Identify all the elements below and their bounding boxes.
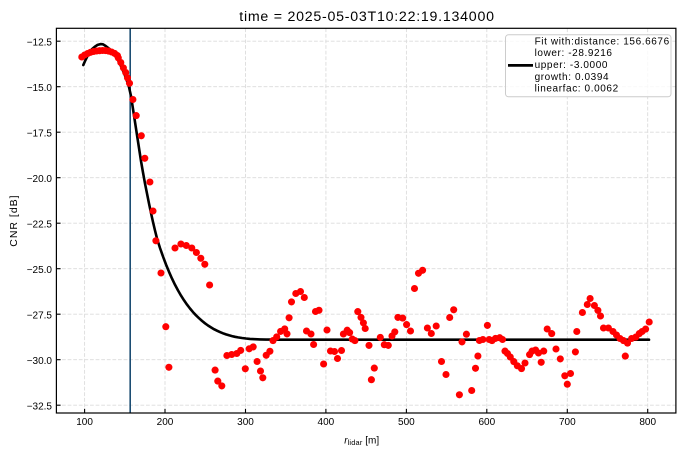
svg-text:linearfac: 0.0062: linearfac: 0.0062 bbox=[535, 84, 619, 95]
svg-text:rlidar [m]: rlidar [m] bbox=[344, 435, 379, 447]
svg-text:−22.5: −22.5 bbox=[27, 219, 53, 230]
svg-text:−32.5: −32.5 bbox=[27, 401, 53, 412]
svg-text:Fit with:distance: 156.6676: Fit with:distance: 156.6676 bbox=[535, 36, 670, 47]
svg-text:CNR [dB]: CNR [dB] bbox=[8, 194, 20, 246]
svg-text:300: 300 bbox=[237, 417, 254, 428]
svg-text:500: 500 bbox=[398, 417, 415, 428]
svg-text:−17.5: −17.5 bbox=[27, 128, 53, 139]
svg-text:−25.0: −25.0 bbox=[27, 265, 53, 276]
svg-text:200: 200 bbox=[157, 417, 174, 428]
svg-text:700: 700 bbox=[559, 417, 576, 428]
svg-text:−12.5: −12.5 bbox=[27, 37, 53, 48]
svg-text:upper: -3.0000: upper: -3.0000 bbox=[535, 60, 608, 71]
svg-text:−30.0: −30.0 bbox=[27, 356, 53, 367]
svg-text:−15.0: −15.0 bbox=[27, 83, 53, 94]
svg-text:600: 600 bbox=[478, 417, 495, 428]
svg-text:lower: -28.9216: lower: -28.9216 bbox=[535, 48, 613, 59]
svg-text:−20.0: −20.0 bbox=[27, 174, 53, 185]
svg-text:400: 400 bbox=[318, 417, 335, 428]
svg-text:−27.5: −27.5 bbox=[27, 310, 53, 321]
svg-text:growth: 0.0394: growth: 0.0394 bbox=[535, 72, 610, 83]
svg-text:800: 800 bbox=[639, 417, 656, 428]
svg-text:100: 100 bbox=[76, 417, 93, 428]
svg-text:time = 2025-05-03T10:22:19.134: time = 2025-05-03T10:22:19.134000 bbox=[239, 9, 494, 25]
